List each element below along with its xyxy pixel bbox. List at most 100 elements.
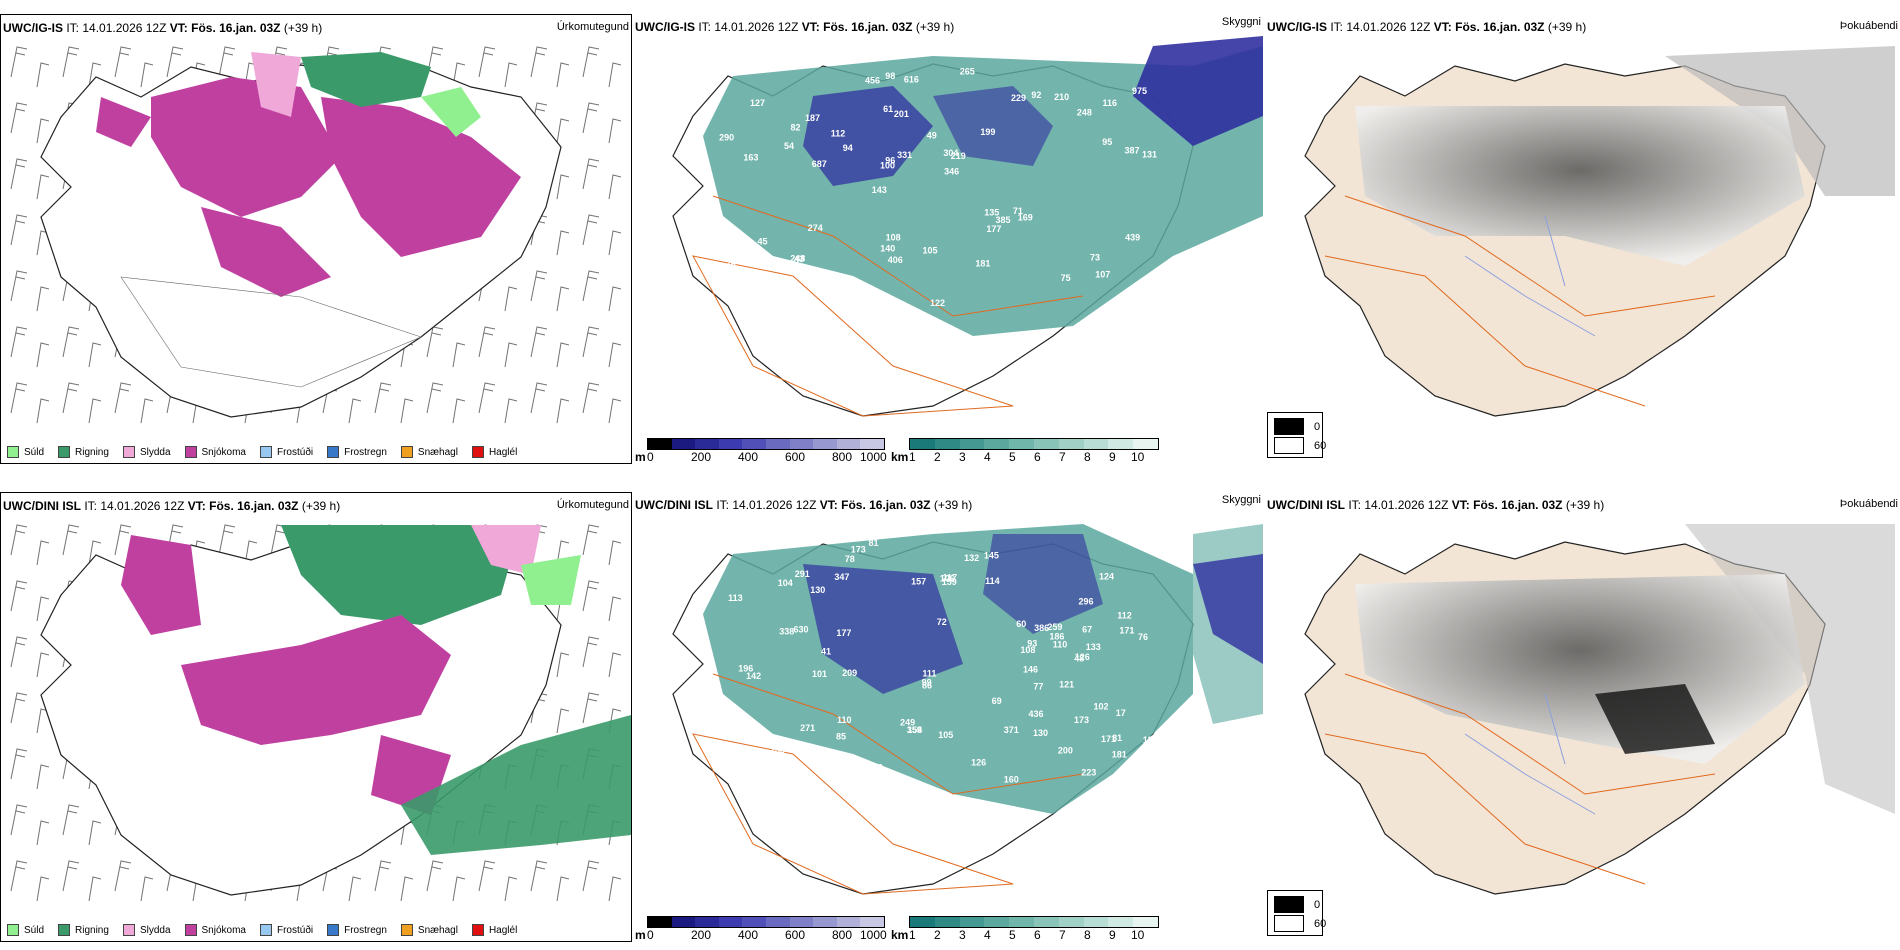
ceiling-value: 173 — [1074, 715, 1089, 725]
ceiling-title-2: UWC/DINI ISL IT: 14.01.2026 12Z VT: Fös.… — [635, 498, 973, 512]
ceiling-value: 248 — [1077, 107, 1092, 117]
ceiling-value: 201 — [894, 109, 909, 119]
fog-legend-2: 0 60 — [1267, 890, 1326, 936]
ceiling-value: 630 — [794, 624, 809, 634]
ceiling-value: 387 — [1125, 145, 1140, 155]
ceiling-value: 209 — [842, 668, 857, 678]
ceiling-value: 111 — [922, 669, 936, 679]
ceiling-value: 271 — [800, 723, 815, 733]
legend-item: Frostúði — [259, 446, 313, 458]
ceiling-value: 95 — [1102, 137, 1112, 147]
ceiling-value: 107 — [1095, 270, 1110, 280]
ceiling-value: 10 — [727, 285, 737, 295]
model-name: UWC/IG-IS — [3, 21, 63, 35]
ceiling-value-labels: 107 163 116 143 199 63 61 49 45 94 75 43 201 219 169 12… — [719, 66, 1157, 308]
ceiling-value: 439 — [1125, 232, 1140, 242]
ceiling-value: 81 — [869, 538, 879, 548]
ceiling-value: 113 — [728, 593, 743, 603]
ceiling-value: 177 — [986, 224, 1001, 234]
ceiling-value: 81 — [1112, 733, 1122, 743]
ceiling-value: 456 — [865, 76, 880, 86]
ceiling-title-1: UWC/IG-IS IT: 14.01.2026 12Z VT: Fös. 16… — [635, 20, 955, 34]
legend-item: Frostregn — [327, 446, 387, 458]
legend-item: Haglél — [471, 446, 517, 458]
ceiling-value: 210 — [1054, 92, 1069, 102]
legend-item: Frostregn — [327, 924, 387, 936]
legend-item: Snæhagl — [400, 924, 458, 936]
ceiling-value: 186 — [1049, 632, 1064, 642]
ceiling-value: 365 — [764, 285, 779, 295]
ceiling-value: 121 — [1059, 679, 1074, 689]
ceiling-value: 371 — [1004, 725, 1019, 735]
precip-title-1: UWC/IG-IS IT: 14.01.2026 12Z VT: Fös. 16… — [3, 21, 323, 35]
ceiling-value: 120 — [840, 767, 855, 777]
fog-map-2 — [1304, 524, 1895, 895]
cbar-unit: m — [635, 450, 646, 464]
fog-type-1: Þokuábendi — [1839, 20, 1898, 32]
legend-item: Rigning — [58, 446, 109, 458]
ceiling-value: 71 — [1013, 206, 1023, 216]
fog-title-2: UWC/DINI ISL IT: 14.01.2026 12Z VT: Fös.… — [1267, 498, 1605, 512]
precip-legend-2: Súld Rigning Slydda Snjókoma Frostúði Fr… — [7, 924, 531, 936]
ceiling-value: 100 — [880, 161, 895, 171]
legend-item: Haglél — [471, 924, 517, 936]
ceiling-value: 110 — [1053, 639, 1068, 649]
ceiling-value: 77 — [1033, 681, 1043, 691]
ceiling-value: 436 — [1029, 709, 1044, 719]
ceiling-value: 199 — [980, 127, 995, 137]
legend-item: Slydda — [122, 446, 171, 458]
ceiling-value: 104 — [778, 578, 793, 588]
ceiling-value: 49 — [927, 131, 937, 141]
cbar-unit: km — [891, 450, 909, 464]
row-1: UWC/IG-IS IT: 14.01.2026 12Z VT: Fös. 16… — [0, 0, 1900, 470]
ceiling-value: 304 — [943, 148, 958, 158]
legend-item: Súld — [7, 446, 44, 458]
ceiling-value: 169 — [1018, 213, 1033, 223]
precip-panel-2: UWC/DINI ISL IT: 14.01.2026 12Z VT: Fös.… — [0, 492, 632, 942]
ceiling-value: 93 — [1027, 638, 1037, 648]
legend-item: Frostúði — [259, 924, 313, 936]
ceiling-value: 146 — [1023, 665, 1038, 675]
row-2: UWC/DINI ISL IT: 14.01.2026 12Z VT: Fös.… — [0, 478, 1900, 950]
fog-map-1 — [1304, 46, 1895, 417]
ceiling-value: 142 — [746, 671, 761, 681]
precip-type-2: Úrkomutegund — [556, 499, 629, 511]
ceiling-value: 388 — [745, 245, 760, 255]
ceiling-value: 108 — [1020, 645, 1035, 655]
ceiling-value: 173 — [851, 544, 866, 554]
ceiling-value: 43 — [794, 254, 804, 264]
ceiling-value: 290 — [719, 132, 734, 142]
ceiling-value: 45 — [758, 236, 768, 246]
ceiling-value: 975 — [1132, 86, 1147, 96]
legend-item: Snjókoma — [184, 924, 246, 936]
legend-item: Snjókoma — [184, 446, 246, 458]
ceiling-panel-2: UWC/DINI ISL IT: 14.01.2026 12Z VT: Fös.… — [633, 492, 1326, 942]
ceiling-value: 61 — [883, 104, 893, 114]
ceiling-value: 177 — [836, 628, 851, 638]
ceiling-value: 54 — [784, 141, 794, 151]
ceiling-value: 101 — [812, 669, 827, 679]
ceiling-value: 105 — [938, 730, 953, 740]
ceiling-value: 347 — [834, 572, 849, 582]
ceiling-value: 112 — [1117, 610, 1132, 620]
ceiling-value: 118 — [1143, 735, 1158, 745]
ceiling-colorbar-1: m 0 200 400 600 800 1000 — [635, 438, 887, 468]
ceiling-value: 82 — [791, 123, 801, 133]
visibility-colorbar-1: km 1 2 3 4 5 6 7 8 9 10 — [891, 438, 1159, 468]
ceiling-value: 73 — [1090, 252, 1100, 262]
precip-panel-1: UWC/IG-IS IT: 14.01.2026 12Z VT: Fös. 16… — [0, 14, 632, 464]
ceiling-value: 181 — [975, 259, 990, 269]
ceiling-value: 67 — [1082, 624, 1092, 634]
ceiling-value: 265 — [960, 66, 975, 76]
fog-type-2: Þokuábendi — [1839, 498, 1898, 510]
ceiling-value: 122 — [930, 298, 945, 308]
ceiling-map-1: 107 163 116 143 199 63 61 49 45 94 75 43 201 219 169 12… — [672, 36, 1263, 417]
ceiling-value: 75 — [1061, 273, 1071, 283]
ceiling-value: 131 — [1142, 149, 1157, 159]
ceiling-value: 296 — [1079, 597, 1094, 607]
ceiling-value: 406 — [888, 255, 903, 265]
ceiling-value: 130 — [1033, 728, 1048, 738]
ceiling-value: 135 — [984, 207, 999, 217]
precip-title-2: UWC/DINI ISL IT: 14.01.2026 12Z VT: Fös.… — [3, 499, 341, 513]
